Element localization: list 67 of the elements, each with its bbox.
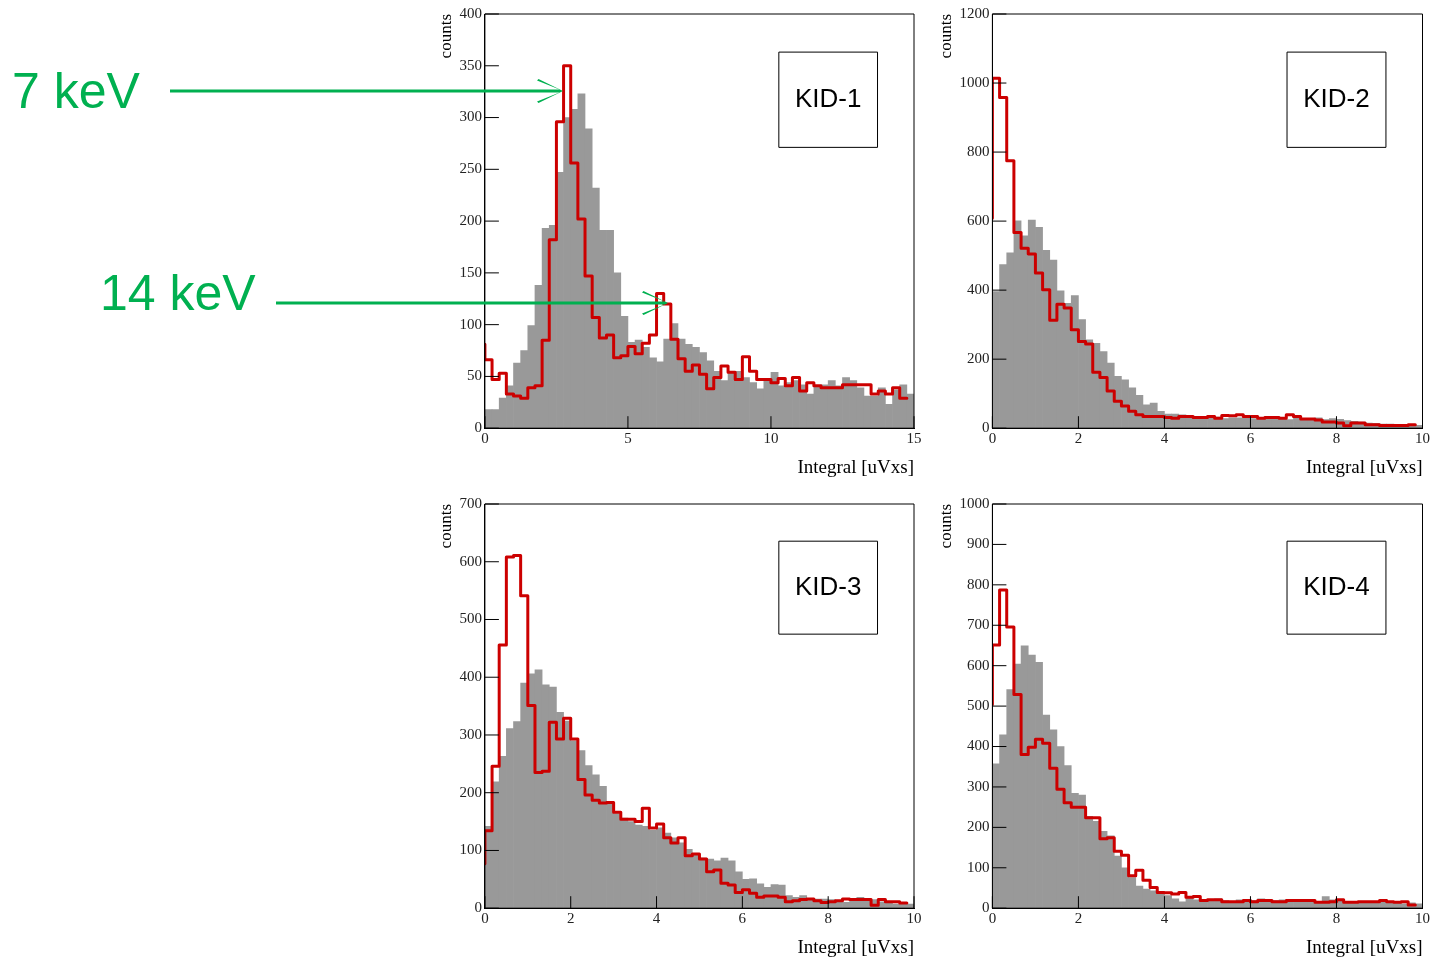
y-tick-label: 700 <box>459 494 482 511</box>
y-axis-title: counts <box>935 14 955 59</box>
y-tick-label: 400 <box>459 4 482 21</box>
y-tick-label: 600 <box>966 212 990 229</box>
text: KID-1 <box>794 82 862 113</box>
y-tick-label: 200 <box>966 818 990 835</box>
y-axis-title: counts <box>435 14 455 59</box>
y-tick-label: 1200 <box>959 4 990 21</box>
y-tick-label: 400 <box>966 281 990 298</box>
x-axis-title: Integral [uVxs] <box>1305 935 1423 957</box>
y-tick-label: 400 <box>966 737 990 754</box>
y-tick-label: 400 <box>459 668 482 685</box>
y-tick-label: 300 <box>966 777 990 794</box>
x-tick-label: 2 <box>1074 910 1083 927</box>
x-tick-label: 10 <box>763 430 779 447</box>
y-tick-label: 900 <box>966 535 990 552</box>
y-tick-label: 600 <box>459 552 482 569</box>
text: KID-3 <box>794 570 862 601</box>
y-axis-title: counts <box>435 504 455 549</box>
y-tick-label: 200 <box>459 783 482 800</box>
y-tick-label: 0 <box>981 419 990 436</box>
x-tick-label: 10 <box>1415 910 1430 927</box>
y-tick-label: 100 <box>966 858 990 875</box>
x-tick-label: 10 <box>1415 430 1430 447</box>
text: KID-4 <box>1303 570 1370 601</box>
y-tick-label: 500 <box>459 610 482 627</box>
x-tick-label: 4 <box>652 910 661 927</box>
y-tick-label: 250 <box>459 160 482 177</box>
y-tick-label: 200 <box>459 212 482 229</box>
x-tick-label: 4 <box>1160 430 1169 447</box>
x-tick-label: 8 <box>1332 430 1341 447</box>
y-tick-label: 0 <box>474 419 482 436</box>
y-tick-label: 50 <box>466 367 482 384</box>
x-tick-label: 6 <box>738 910 747 927</box>
y-tick-label: 200 <box>966 350 990 367</box>
y-tick-label: 100 <box>459 315 482 332</box>
y-axis-title: counts <box>935 504 955 549</box>
x-tick-label: 10 <box>906 910 922 927</box>
x-axis-title: Integral [uVxs] <box>797 935 914 957</box>
x-axis-title: Integral [uVxs] <box>1305 455 1423 477</box>
y-tick-label: 800 <box>966 575 990 592</box>
y-tick-label: 300 <box>459 725 482 742</box>
y-tick-label: 100 <box>459 841 482 858</box>
y-tick-label: 1000 <box>959 73 990 90</box>
x-tick-label: 8 <box>824 910 832 927</box>
text: 7 keV <box>12 62 140 120</box>
y-tick-label: 350 <box>459 56 482 73</box>
x-tick-label: 4 <box>1160 910 1169 927</box>
x-tick-label: 5 <box>624 430 632 447</box>
y-tick-label: 1000 <box>959 494 990 511</box>
x-tick-label: 2 <box>1074 430 1083 447</box>
y-tick-label: 500 <box>966 697 990 714</box>
y-tick-label: 300 <box>459 108 482 125</box>
y-tick-label: 0 <box>981 899 990 916</box>
text: 14 keV <box>100 264 256 322</box>
text: KID-2 <box>1303 82 1370 113</box>
x-tick-label: 6 <box>1246 910 1255 927</box>
y-tick-label: 700 <box>966 616 990 633</box>
x-tick-label: 2 <box>566 910 575 927</box>
x-tick-label: 15 <box>906 430 922 447</box>
x-axis-title: Integral [uVxs] <box>797 455 914 477</box>
x-tick-label: 6 <box>1246 430 1255 447</box>
x-tick-label: 8 <box>1332 910 1341 927</box>
y-tick-label: 800 <box>966 143 990 159</box>
y-tick-label: 0 <box>474 899 482 916</box>
y-tick-label: 600 <box>966 656 990 673</box>
y-tick-label: 150 <box>459 263 482 280</box>
